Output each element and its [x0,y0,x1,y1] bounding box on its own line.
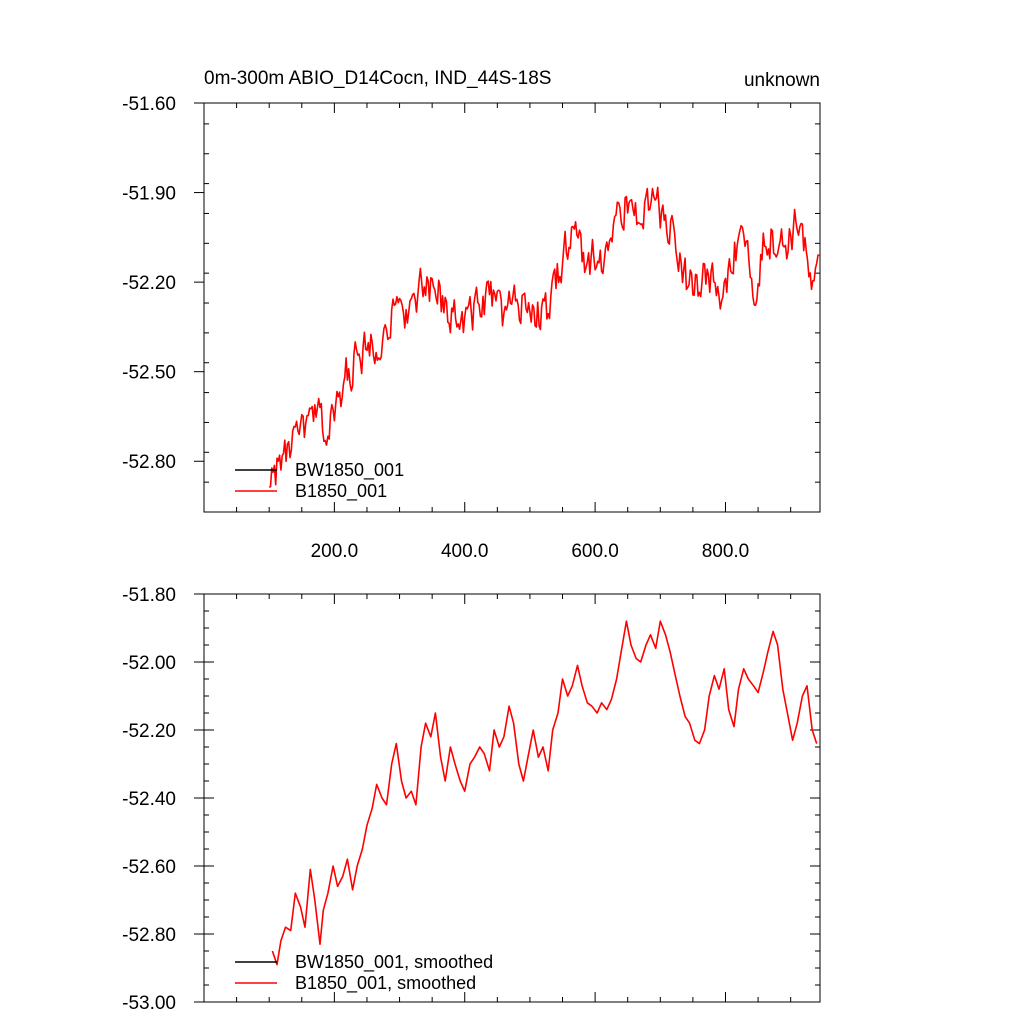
legend-label: BW1850_001 [295,460,404,481]
series-line-1 [271,620,818,966]
top-plot-frame [203,102,821,513]
bottom-axes-ticks: -51.80 -52.00 -52.20 -52.40 -52.60 -52.80 -53.… [122,585,820,1014]
x-tick-label: 600.0 [571,541,619,562]
y-tick-label: -53.00 [122,993,176,1014]
top-series-lines [268,186,820,489]
chart-title: 0m-300m ABIO_D14Cocn, IND_44S-18S [204,68,551,89]
top-panel: 0m-300m ABIO_D14Cocn, IND_44S-18S unknow… [122,68,821,562]
x-tick-label: 200.0 [311,541,359,562]
bottom-series-lines [271,620,818,966]
top-axes-ticks: 200.0 400.0 600.0 800.0 -51.60 -51.90 -52.20 -5… [122,94,820,562]
y-tick-label: -51.90 [122,184,176,205]
chart-right-title: unknown [744,70,820,91]
legend-label: BW1850_001, smoothed [295,952,493,973]
y-tick-label: -52.00 [122,653,176,674]
y-tick-label: -52.20 [122,721,176,742]
series-line-1 [268,186,820,489]
y-tick-label: -52.80 [122,452,176,473]
x-tick-label: 400.0 [441,541,489,562]
y-tick-label: -51.60 [122,94,176,115]
legend-label: B1850_001, smoothed [295,973,476,994]
bottom-plot-frame [203,593,821,1003]
y-tick-label: -52.40 [122,789,176,810]
y-tick-label: -51.80 [122,585,176,606]
y-tick-label: -52.80 [122,925,176,946]
y-tick-label: -52.50 [122,363,176,384]
bottom-panel: -51.80 -52.00 -52.20 -52.40 -52.60 -52.80 -53.… [122,585,821,1014]
legend-label: B1850_001 [295,481,387,502]
y-tick-label: -52.20 [122,273,176,294]
x-tick-label: 800.0 [702,541,750,562]
y-tick-label: -52.60 [122,857,176,878]
